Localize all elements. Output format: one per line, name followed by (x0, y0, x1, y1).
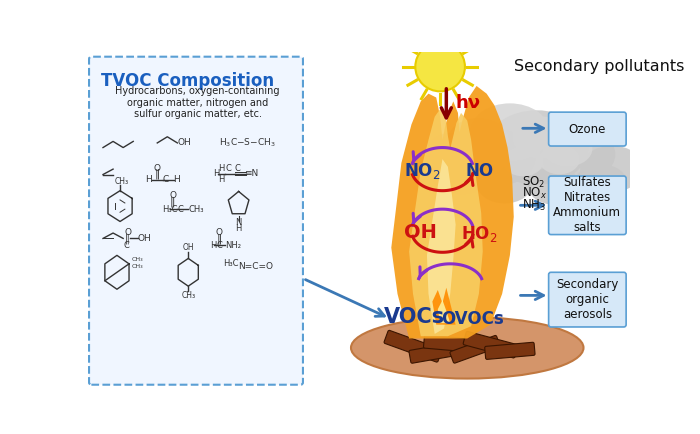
Ellipse shape (477, 163, 533, 204)
Ellipse shape (580, 146, 644, 192)
Ellipse shape (543, 131, 592, 166)
Text: N=C=O: N=C=O (238, 263, 273, 271)
Ellipse shape (485, 110, 589, 185)
Text: C: C (123, 241, 129, 250)
Text: OH: OH (404, 223, 437, 242)
FancyBboxPatch shape (424, 335, 480, 353)
Text: O: O (169, 191, 176, 200)
Ellipse shape (448, 118, 509, 162)
Polygon shape (391, 86, 514, 339)
Text: OH: OH (183, 243, 194, 252)
Text: OH: OH (138, 234, 152, 243)
Text: C: C (162, 175, 169, 184)
Text: C: C (177, 205, 183, 214)
Text: SO$_2$: SO$_2$ (522, 174, 545, 190)
Text: NH₂: NH₂ (225, 241, 241, 250)
Text: CH₃: CH₃ (115, 177, 129, 186)
Text: H: H (218, 164, 224, 173)
Text: Sulfates
Nitrates
Ammonium
salts: Sulfates Nitrates Ammonium salts (554, 176, 622, 234)
Text: O: O (154, 164, 161, 173)
FancyBboxPatch shape (450, 335, 500, 363)
Text: N: N (235, 218, 241, 227)
Ellipse shape (512, 116, 570, 158)
Text: C: C (217, 241, 223, 250)
Text: H: H (235, 224, 241, 233)
FancyBboxPatch shape (384, 330, 442, 362)
Text: NO$_2$: NO$_2$ (404, 161, 440, 181)
Text: O: O (216, 228, 223, 237)
Text: NH$_3$: NH$_3$ (522, 198, 545, 213)
Polygon shape (409, 109, 483, 336)
Text: Secondary
organic
aerosols: Secondary organic aerosols (556, 278, 619, 321)
Text: ‖: ‖ (155, 168, 160, 179)
Text: HO$_2$: HO$_2$ (461, 224, 498, 244)
Text: C: C (234, 164, 241, 173)
Text: H₃C: H₃C (223, 259, 239, 267)
Text: CH₃: CH₃ (181, 291, 195, 300)
Text: CH₃: CH₃ (132, 264, 143, 270)
FancyBboxPatch shape (549, 176, 626, 234)
FancyBboxPatch shape (463, 332, 518, 358)
Text: Hydrocarbons, oxygen-containing
organic matter, nitrogen and
sulfur organic matt: Hydrocarbons, oxygen-containing organic … (116, 86, 280, 119)
Circle shape (415, 42, 465, 91)
Ellipse shape (463, 144, 507, 175)
Ellipse shape (470, 103, 550, 161)
Text: VOCs: VOCs (384, 307, 444, 327)
Text: hν: hν (456, 94, 481, 112)
Text: H: H (218, 175, 224, 184)
Text: H: H (146, 175, 153, 184)
Text: ‖: ‖ (216, 233, 222, 243)
Text: OVOCs: OVOCs (441, 309, 504, 328)
Text: O: O (125, 228, 132, 237)
Ellipse shape (456, 129, 536, 186)
Polygon shape (427, 159, 456, 334)
Text: NO: NO (466, 161, 493, 180)
Text: ‖: ‖ (125, 233, 130, 243)
Ellipse shape (528, 167, 580, 205)
Ellipse shape (427, 133, 477, 168)
Text: Ozone: Ozone (568, 122, 606, 135)
Text: ≡N: ≡N (244, 169, 258, 178)
FancyBboxPatch shape (549, 112, 626, 146)
Ellipse shape (575, 164, 627, 202)
FancyBboxPatch shape (484, 342, 535, 359)
Text: H$_3$C$-$S$-$CH$_3$: H$_3$C$-$S$-$CH$_3$ (219, 137, 276, 149)
Text: C: C (225, 164, 231, 173)
FancyBboxPatch shape (549, 272, 626, 327)
Text: NO$_x$: NO$_x$ (522, 186, 547, 201)
Ellipse shape (539, 145, 580, 174)
Text: CH₃: CH₃ (188, 205, 204, 214)
Ellipse shape (503, 147, 543, 176)
FancyBboxPatch shape (409, 342, 463, 363)
Polygon shape (438, 300, 450, 323)
Text: H₃C: H₃C (162, 205, 177, 214)
Text: H: H (210, 241, 216, 250)
Ellipse shape (351, 317, 584, 378)
Ellipse shape (540, 127, 615, 181)
Text: H: H (213, 169, 219, 178)
Text: OH: OH (177, 138, 191, 148)
FancyBboxPatch shape (89, 57, 303, 385)
Text: Secondary pollutants: Secondary pollutants (514, 59, 684, 74)
Polygon shape (433, 288, 456, 325)
Text: ‖: ‖ (170, 196, 176, 207)
Text: TVOC Composition: TVOC Composition (102, 72, 274, 90)
Text: CH₃: CH₃ (132, 256, 143, 262)
Text: H: H (174, 175, 181, 184)
Ellipse shape (430, 148, 494, 194)
